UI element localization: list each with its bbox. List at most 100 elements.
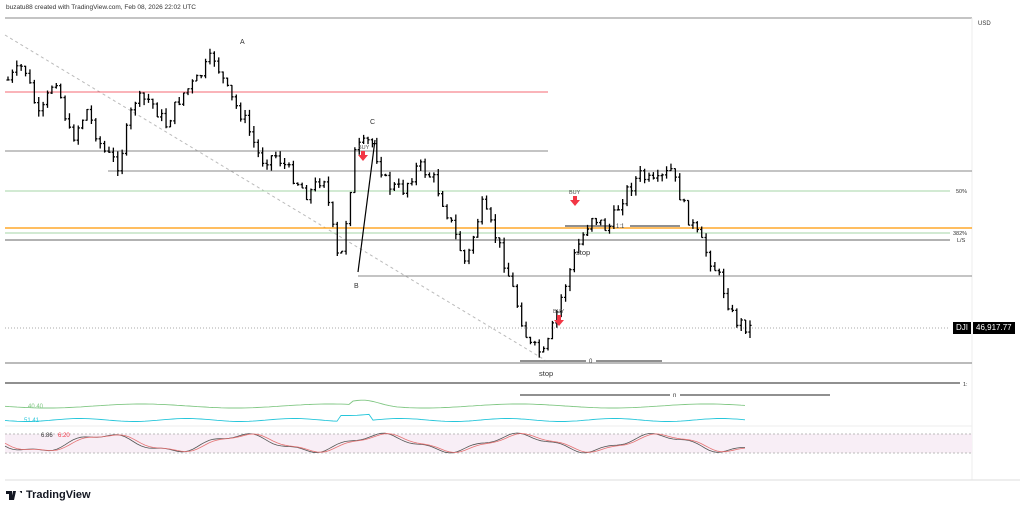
ohlc-bar (647, 172, 651, 182)
tradingview-logo-icon (6, 490, 22, 500)
ohlc-bar (348, 191, 353, 227)
ohlc-bar (221, 71, 225, 84)
ohlc-bar (120, 149, 124, 175)
ohlc-bar (208, 48, 212, 65)
ohlc-bar (370, 138, 375, 148)
buy-label: BUY (358, 145, 370, 151)
ohlc-bar (664, 166, 669, 179)
point-c-label: C (370, 119, 375, 126)
ohlc-bar (23, 65, 28, 77)
ohlc-bar (463, 249, 467, 264)
ohlc-bar (10, 69, 14, 83)
ohlc-bar (607, 223, 612, 234)
ohlc-bar (357, 137, 361, 155)
ohlc-bar (67, 113, 72, 129)
ohlc-bar (81, 119, 85, 130)
ohlc-bar (190, 79, 195, 94)
ohlc-bar (432, 172, 436, 183)
ohlc-bar (594, 217, 598, 225)
ohlc-bar (225, 77, 230, 87)
ohlc-bar (256, 139, 260, 158)
ohlc-bar (296, 182, 300, 186)
ohlc-bar (274, 151, 278, 159)
ohlc-bar (682, 198, 686, 203)
swing-line[interactable] (357, 139, 376, 273)
ohlc-bar (313, 177, 317, 192)
ohlc-bar (691, 219, 695, 229)
ohlc-bar (669, 163, 673, 172)
buy-label: BUY (569, 190, 581, 196)
ohlc-bar (340, 250, 344, 254)
buy-label: BUY (553, 309, 565, 315)
ohlc-bar (283, 158, 287, 169)
ohlc-bar (651, 172, 656, 180)
ohlc-bar (612, 205, 616, 229)
ohlc-bar (603, 218, 607, 232)
ohlc-bar (638, 166, 642, 182)
ohlc-bar (261, 147, 265, 167)
ohlc-bar (230, 84, 234, 101)
ohlc-bar (63, 95, 67, 121)
ohlc-bar (85, 108, 89, 121)
ohlc-bar (116, 151, 120, 176)
ohlc-bar (375, 137, 379, 164)
stop-label: stop (576, 248, 590, 257)
ohlc-bar (726, 288, 730, 311)
ohlc-bar (300, 182, 304, 189)
ohlc-bar (480, 196, 484, 225)
ohlc-bar (629, 182, 634, 197)
ohlc-bar (717, 268, 721, 276)
ohlc-bar (722, 268, 726, 299)
ohlc-bar (45, 90, 50, 108)
stoch-k-value: 6.86 (41, 433, 53, 439)
tradingview-logo[interactable]: TradingView (6, 489, 91, 501)
ohlc-bar (155, 102, 159, 118)
ohlc-bar (203, 58, 208, 79)
ohlc-bar (419, 159, 423, 172)
ohlc-bar (559, 294, 563, 318)
last-price-tag: 46,917.77 (973, 322, 1015, 334)
ohlc-bar (252, 125, 256, 148)
fib-382-label: 382% (953, 231, 967, 237)
ohlc-bar (199, 74, 203, 79)
ohlc-bar (405, 182, 410, 198)
ohlc-bar (89, 105, 94, 124)
ohlc-bar (616, 205, 620, 211)
ohlc-bar (287, 162, 291, 168)
ohlc-bar (599, 219, 603, 226)
ohlc-bar (102, 140, 107, 153)
currency-label: USD (978, 21, 991, 27)
ohlc-bar (41, 101, 45, 117)
ohlc-bar (563, 284, 568, 302)
ohlc-bar (278, 151, 282, 167)
ohlc-bar (309, 188, 313, 204)
ohlc-bar (441, 191, 445, 208)
ohlc-bar (344, 220, 348, 255)
ohlc-bar (546, 337, 550, 351)
ohlc-bar (498, 237, 502, 248)
ohlc-bar (401, 179, 405, 195)
ohlc-bar (695, 221, 699, 233)
ohlc-bar (32, 79, 36, 104)
ohlc-bar (111, 147, 115, 163)
chart-credit: buzatu88 created with TradingView.com, F… (6, 4, 196, 11)
ohlc-bar (520, 302, 524, 327)
ohlc-bar (243, 109, 247, 124)
ohlc-bar (37, 96, 41, 117)
trend-line-dashed[interactable] (4, 34, 546, 361)
ohlc-bar (708, 250, 713, 272)
buy-arrow-icon (554, 315, 564, 326)
point-b-label: B (354, 283, 359, 290)
ohlc-bar (585, 224, 590, 237)
ohlc-bar (686, 199, 691, 226)
ohlc-bar (217, 57, 221, 74)
ohlc-bar (484, 195, 489, 210)
ohlc-bar (318, 178, 322, 189)
ohlc-bar (186, 88, 190, 96)
ohlc-bar (471, 235, 475, 254)
ohlc-bar (59, 83, 63, 99)
ohlc-bar (76, 125, 80, 145)
ohlc-bar (195, 74, 199, 82)
ohlc-bar (493, 214, 497, 244)
